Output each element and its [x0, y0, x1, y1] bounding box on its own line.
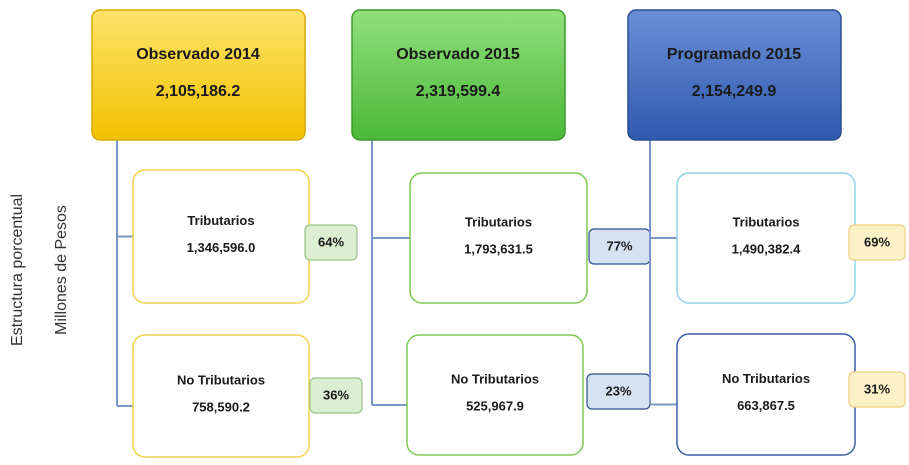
item-box: [132, 334, 310, 458]
item-value: 758,590.2: [192, 399, 250, 414]
item-value: 663,867.5: [737, 398, 795, 413]
share-label: 69%: [864, 234, 890, 249]
item-box: [406, 334, 584, 456]
header-box: [91, 9, 306, 141]
item-label: No Tributarios: [451, 371, 539, 386]
share-badge: [304, 224, 358, 261]
axis-label: Millones de Pesos: [53, 205, 70, 335]
item-label: No Tributarios: [177, 372, 265, 387]
item-box: [676, 172, 856, 304]
item-box: [409, 172, 588, 304]
header-total: 2,154,249.9: [692, 83, 777, 100]
item-label: Tributarios: [732, 214, 799, 229]
item-box: [132, 169, 310, 304]
item-label: No Tributarios: [722, 371, 810, 386]
header-title: Observado 2015: [396, 46, 520, 63]
item-value: 525,967.9: [466, 398, 524, 413]
share-label: 77%: [606, 238, 632, 253]
share-label: 64%: [318, 234, 344, 249]
item-value: 1,490,382.4: [732, 241, 801, 256]
header-total: 2,319,599.4: [416, 83, 501, 100]
item-value: 1,346,596.0: [187, 240, 256, 255]
share-label: 23%: [605, 383, 631, 398]
share-label: 36%: [323, 387, 349, 402]
item-label: Tributarios: [187, 213, 254, 228]
share-label: 31%: [864, 381, 890, 396]
header-title: Programado 2015: [667, 46, 801, 63]
item-label: Tributarios: [465, 214, 532, 229]
axis-label: Estructura porcentual: [9, 194, 26, 346]
header-title: Observado 2014: [136, 46, 260, 63]
item-box: [676, 333, 856, 456]
header-box: [627, 9, 842, 141]
header-box: [351, 9, 566, 141]
share-badge: [309, 377, 363, 414]
item-value: 1,793,631.5: [464, 241, 533, 256]
share-badge: [848, 224, 906, 261]
header-total: 2,105,186.2: [156, 83, 241, 100]
share-badge: [848, 371, 906, 408]
